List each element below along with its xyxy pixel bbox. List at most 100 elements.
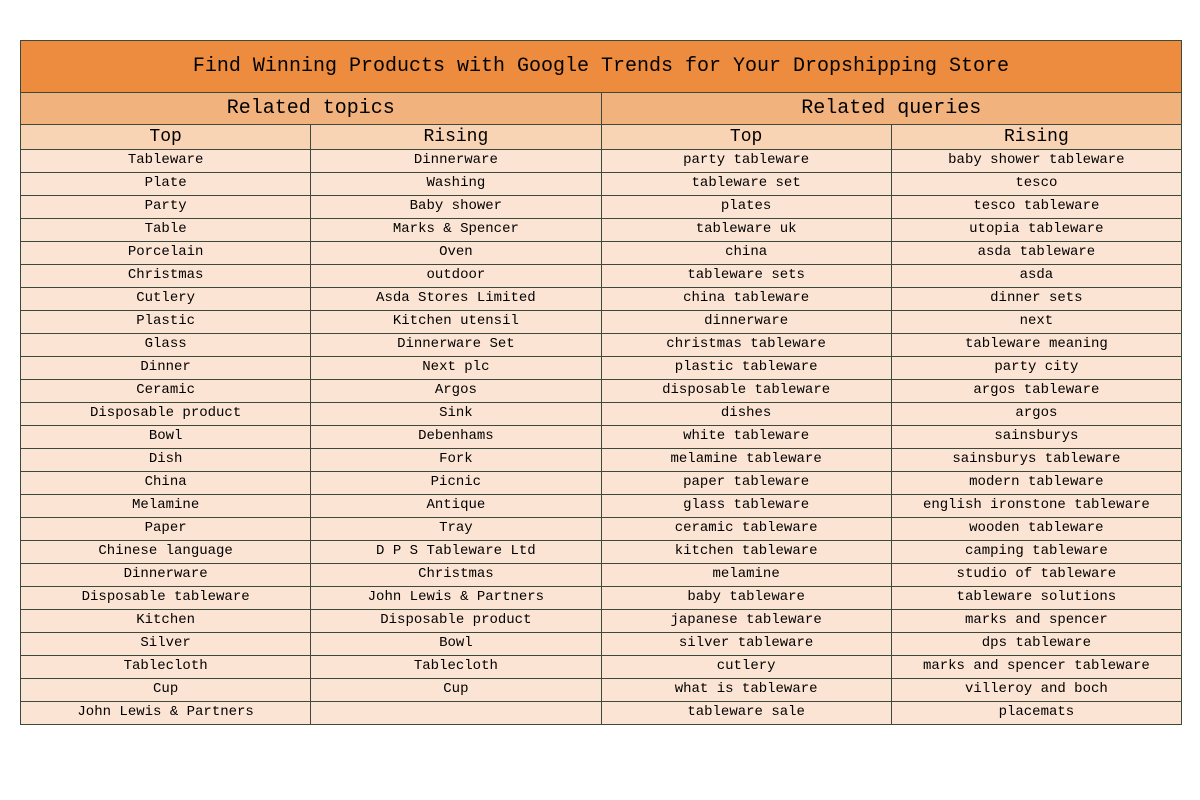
table-row: CeramicArgosdisposable tablewareargos ta… xyxy=(21,380,1181,403)
table-cell: next xyxy=(892,311,1181,334)
table-body: TablewareDinnerwareparty tablewarebaby s… xyxy=(21,150,1181,724)
table-cell: John Lewis & Partners xyxy=(311,587,601,610)
table-cell: Christmas xyxy=(21,265,311,288)
table-cell: Plate xyxy=(21,173,311,196)
table-row: TableclothTableclothcutlerymarks and spe… xyxy=(21,656,1181,679)
table-cell: asda xyxy=(892,265,1181,288)
table-cell: Baby shower xyxy=(311,196,601,219)
table-cell: Dish xyxy=(21,449,311,472)
table-cell: Tablecloth xyxy=(21,656,311,679)
table-cell: D P S Tableware Ltd xyxy=(311,541,601,564)
table-cell: ceramic tableware xyxy=(602,518,892,541)
table-cell: outdoor xyxy=(311,265,601,288)
table-cell: tableware set xyxy=(602,173,892,196)
section-related-topics: Related topics xyxy=(21,93,602,125)
table-cell: Dinnerware Set xyxy=(311,334,601,357)
table-cell: dps tableware xyxy=(892,633,1181,656)
table-cell: tableware sale xyxy=(602,702,892,724)
table-row: SilverBowlsilver tablewaredps tableware xyxy=(21,633,1181,656)
table-cell: China xyxy=(21,472,311,495)
table-row: PartyBaby showerplatestesco tableware xyxy=(21,196,1181,219)
table-row: PlasticKitchen utensildinnerwarenext xyxy=(21,311,1181,334)
table-cell: Disposable tableware xyxy=(21,587,311,610)
table-cell: Sink xyxy=(311,403,601,426)
table-cell: melamine xyxy=(602,564,892,587)
table-cell: asda tableware xyxy=(892,242,1181,265)
table-cell: party city xyxy=(892,357,1181,380)
table-row: Disposable productSinkdishesargos xyxy=(21,403,1181,426)
table-cell: sainsburys xyxy=(892,426,1181,449)
table-cell: silver tableware xyxy=(602,633,892,656)
table-cell: Cutlery xyxy=(21,288,311,311)
table-cell: tesco tableware xyxy=(892,196,1181,219)
table-cell: Next plc xyxy=(311,357,601,380)
table-cell: Plastic xyxy=(21,311,311,334)
table-cell: Disposable product xyxy=(311,610,601,633)
table-cell: party tableware xyxy=(602,150,892,173)
table-row: ChinaPicnicpaper tablewaremodern tablewa… xyxy=(21,472,1181,495)
table-cell: english ironstone tableware xyxy=(892,495,1181,518)
table-cell: baby shower tableware xyxy=(892,150,1181,173)
table-cell: white tableware xyxy=(602,426,892,449)
table-cell: Cup xyxy=(21,679,311,702)
table-cell: Tray xyxy=(311,518,601,541)
table-cell: disposable tableware xyxy=(602,380,892,403)
table-row: CupCupwhat is tablewarevilleroy and boch xyxy=(21,679,1181,702)
table-cell: Ceramic xyxy=(21,380,311,403)
table-row: PlateWashingtableware settesco xyxy=(21,173,1181,196)
column-headers: Top Rising Top Rising xyxy=(21,125,1181,150)
table-row: DinnerwareChristmasmelaminestudio of tab… xyxy=(21,564,1181,587)
table-row: MelamineAntiqueglass tablewareenglish ir… xyxy=(21,495,1181,518)
table-row: TableMarks & Spencertableware ukutopia t… xyxy=(21,219,1181,242)
table-cell: what is tableware xyxy=(602,679,892,702)
table-cell: Tablecloth xyxy=(311,656,601,679)
table-cell: dishes xyxy=(602,403,892,426)
table-cell: modern tableware xyxy=(892,472,1181,495)
table-cell: Glass xyxy=(21,334,311,357)
table-row: Disposable tablewareJohn Lewis & Partner… xyxy=(21,587,1181,610)
table-cell: plates xyxy=(602,196,892,219)
table-cell: Antique xyxy=(311,495,601,518)
table-cell: christmas tableware xyxy=(602,334,892,357)
table-cell: melamine tableware xyxy=(602,449,892,472)
table-cell: Disposable product xyxy=(21,403,311,426)
table-cell: Tableware xyxy=(21,150,311,173)
col-queries-rising: Rising xyxy=(892,125,1181,150)
table-cell: Porcelain xyxy=(21,242,311,265)
table-cell: japanese tableware xyxy=(602,610,892,633)
table-cell: Dinnerware xyxy=(311,150,601,173)
table-cell: Cup xyxy=(311,679,601,702)
table-cell: utopia tableware xyxy=(892,219,1181,242)
table-cell: Chinese language xyxy=(21,541,311,564)
table-cell: Washing xyxy=(311,173,601,196)
table-row: GlassDinnerware Setchristmas tablewareta… xyxy=(21,334,1181,357)
section-headers: Related topics Related queries xyxy=(21,93,1181,125)
table-cell: tesco xyxy=(892,173,1181,196)
table-cell: studio of tableware xyxy=(892,564,1181,587)
table-cell: Dinnerware xyxy=(21,564,311,587)
table-cell: Melamine xyxy=(21,495,311,518)
table-cell: John Lewis & Partners xyxy=(21,702,311,724)
table-cell: Kitchen xyxy=(21,610,311,633)
table-cell: Argos xyxy=(311,380,601,403)
table-cell: china xyxy=(602,242,892,265)
table-cell: villeroy and boch xyxy=(892,679,1181,702)
table-row: DinnerNext plcplastic tablewareparty cit… xyxy=(21,357,1181,380)
table-cell: dinner sets xyxy=(892,288,1181,311)
table-cell: argos xyxy=(892,403,1181,426)
table-row: DishForkmelamine tablewaresainsburys tab… xyxy=(21,449,1181,472)
table-cell: Marks & Spencer xyxy=(311,219,601,242)
table-cell: Table xyxy=(21,219,311,242)
table-cell: Picnic xyxy=(311,472,601,495)
table-cell: baby tableware xyxy=(602,587,892,610)
table-cell: tableware sets xyxy=(602,265,892,288)
table-cell: Dinner xyxy=(21,357,311,380)
table-cell: china tableware xyxy=(602,288,892,311)
table-cell: placemats xyxy=(892,702,1181,724)
table-cell: Debenhams xyxy=(311,426,601,449)
table-row: John Lewis & Partners tableware saleplace… xyxy=(21,702,1181,724)
table-row: Chinese languageD P S Tableware Ltdkitch… xyxy=(21,541,1181,564)
table-cell: Kitchen utensil xyxy=(311,311,601,334)
table-cell: cutlery xyxy=(602,656,892,679)
table-row: PorcelainOvenchinaasda tableware xyxy=(21,242,1181,265)
